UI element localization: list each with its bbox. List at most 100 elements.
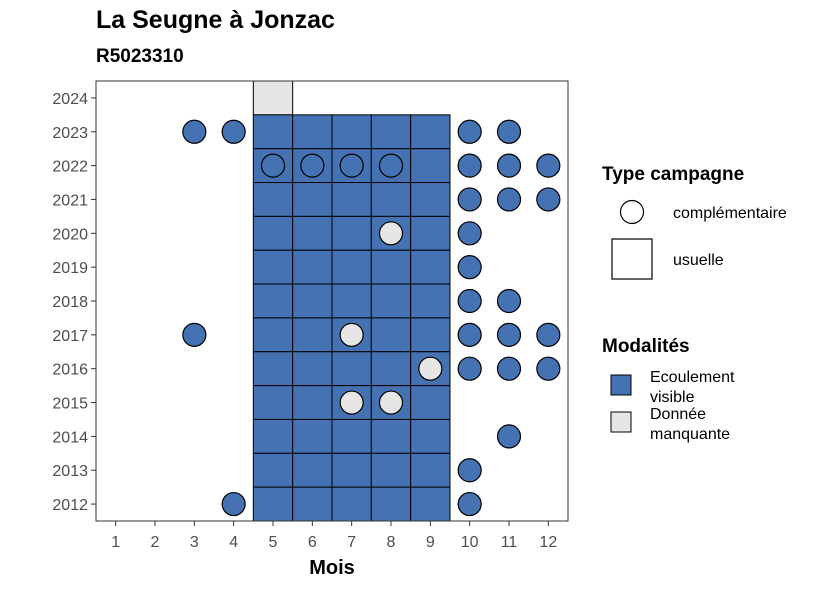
usuelle-square-2016-7 — [331, 351, 372, 387]
chart-title: La Seugne à Jonzac — [96, 6, 335, 34]
axes-layer: 1 2 3 4 5 6 7 8 9 10 11 122012201320142015201620172… — [52, 80, 569, 579]
y-tick-label: 2024 — [52, 91, 88, 108]
usuelle-square-2020-6 — [292, 215, 333, 251]
usuelle-square-2017-9 — [410, 317, 451, 353]
legend-label-fill-0-line-1: visible — [650, 389, 695, 406]
usuelle-square-2023-8 — [370, 114, 412, 150]
usuelle-square-2021-9 — [410, 182, 451, 217]
legend-key-fill-1 — [610, 411, 632, 433]
usuelle-square-2015-6 — [292, 385, 333, 420]
complementaire-point-2021-10 — [457, 187, 482, 212]
usuelle-square-2018-8 — [370, 283, 412, 319]
y-tick-label: 2019 — [52, 260, 88, 277]
complementaire-point-2016-9 — [418, 356, 443, 381]
usuelle-square-2023-5 — [252, 114, 294, 150]
usuelle-square-2021-8 — [370, 182, 412, 217]
usuelle-square-2012-7 — [331, 486, 372, 522]
marks-layer — [96, 80, 568, 522]
usuelle-square-2012-5 — [252, 486, 294, 522]
y-tick-label: 2014 — [52, 429, 88, 446]
x-tick-label: 9 — [426, 534, 435, 551]
y-tick-label: 2015 — [52, 396, 88, 413]
usuelle-square-2017-8 — [370, 317, 412, 353]
x-tick-label: 7 — [347, 534, 356, 551]
complementaire-point-2022-7 — [339, 153, 364, 178]
complementaire-point-2012-4 — [221, 491, 246, 517]
x-tick-label: 4 — [229, 534, 238, 551]
legend-key-circle — [619, 199, 645, 225]
x-tick-label: 3 — [190, 534, 199, 551]
complementaire-point-2022-6 — [300, 153, 325, 178]
complementaire-point-2018-10 — [457, 288, 482, 314]
legend-label-fill-1-line-0: Donnée — [650, 406, 706, 423]
usuelle-square-2022-9 — [410, 148, 451, 184]
complementaire-point-2022-11 — [496, 153, 522, 178]
usuelle-square-2018-9 — [410, 283, 451, 319]
usuelle-square-2017-6 — [292, 317, 333, 353]
x-tick-label: 5 — [269, 534, 278, 551]
usuelle-square-2023-6 — [292, 114, 333, 150]
y-tick-label: 2021 — [52, 192, 88, 209]
usuelle-square-2013-8 — [370, 452, 412, 488]
legend-title-type-campagne: Type campagne — [602, 164, 744, 185]
complementaire-point-2018-11 — [496, 288, 522, 314]
complementaire-point-2022-5 — [260, 153, 286, 178]
usuelle-square-2012-9 — [410, 486, 451, 522]
usuelle-square-2014-5 — [252, 418, 294, 454]
chart-subtitle: R5023310 — [96, 46, 184, 67]
usuelle-square-2018-6 — [292, 283, 333, 319]
legend-label-fill-0-line-0: Ecoulement — [650, 369, 735, 386]
complementaire-point-2016-10 — [457, 356, 482, 381]
usuelle-square-2013-6 — [292, 452, 333, 488]
complementaire-point-2019-10 — [457, 255, 482, 280]
usuelle-square-2014-6 — [292, 418, 333, 454]
complementaire-point-2015-7 — [339, 390, 364, 415]
usuelle-square-2018-5 — [252, 283, 294, 319]
y-tick-label: 2012 — [52, 497, 88, 514]
complementaire-point-2017-7 — [339, 322, 364, 347]
complementaire-point-2022-10 — [457, 153, 482, 178]
complementaire-point-2022-8 — [378, 153, 404, 178]
y-tick-label: 2023 — [52, 125, 88, 142]
x-tick-label: 2 — [151, 534, 160, 551]
complementaire-point-2020-8 — [378, 221, 404, 246]
usuelle-square-2013-7 — [331, 452, 372, 488]
usuelle-square-2014-7 — [331, 418, 372, 454]
complementaire-point-2017-12 — [536, 322, 561, 347]
usuelle-square-2019-9 — [410, 249, 451, 285]
y-tick-label: 2016 — [52, 362, 88, 379]
y-tick-label: 2018 — [52, 294, 88, 311]
usuelle-square-2012-6 — [292, 486, 333, 522]
usuelle-square-2020-7 — [331, 215, 372, 251]
usuelle-square-2024-5 — [252, 80, 294, 116]
usuelle-square-2016-5 — [252, 351, 294, 387]
y-tick-label: 2020 — [52, 226, 88, 243]
complementaire-point-2017-11 — [496, 322, 522, 347]
legend-label-usuelle: usuelle — [673, 252, 724, 269]
complementaire-point-2023-11 — [496, 119, 522, 144]
x-tick-label: 8 — [387, 534, 396, 551]
x-tick-label: 1 — [111, 534, 120, 551]
complementaire-point-2022-12 — [536, 153, 561, 178]
usuelle-square-2023-7 — [331, 114, 372, 150]
usuelle-square-2013-9 — [410, 452, 451, 488]
usuelle-square-2019-6 — [292, 249, 333, 285]
usuelle-square-2019-7 — [331, 249, 372, 285]
usuelle-square-2016-8 — [370, 351, 412, 387]
usuelle-square-2019-8 — [370, 249, 412, 285]
complementaire-point-2023-3 — [182, 119, 207, 144]
complementaire-point-2021-12 — [536, 187, 561, 212]
usuelle-square-2016-6 — [292, 351, 333, 387]
x-tick-label: 6 — [308, 534, 317, 551]
usuelle-square-2017-5 — [252, 317, 294, 353]
complementaire-point-2020-10 — [457, 221, 482, 246]
usuelle-square-2012-8 — [370, 486, 412, 522]
usuelle-square-2015-5 — [252, 385, 294, 420]
complementaire-point-2017-10 — [457, 322, 482, 347]
complementaire-point-2016-11 — [496, 356, 522, 381]
legend-key-fill-0 — [610, 374, 632, 396]
legend-label-fill-1-line-1: manquante — [650, 426, 730, 443]
complementaire-point-2016-12 — [536, 356, 561, 381]
y-tick-label: 2013 — [52, 463, 88, 480]
